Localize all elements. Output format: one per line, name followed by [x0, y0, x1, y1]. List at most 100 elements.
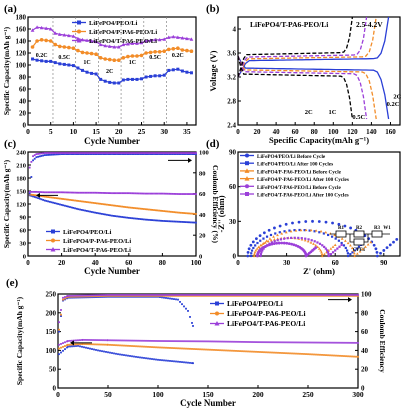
panel-c-capacity-point [37, 197, 39, 200]
panel-d-impedance-point [337, 239, 340, 242]
panel-c-capacity-point [107, 214, 110, 216]
panel-e-efficiency-point [345, 294, 347, 297]
panel-e-efficiency-point [327, 294, 329, 297]
panel-e-capacity-point [119, 353, 121, 356]
panel-e-capacity-point [255, 350, 257, 353]
panel-e-capacity-point [181, 340, 183, 343]
panel-e-capacity-point [102, 339, 104, 342]
panel-e-efficiency-point [217, 294, 219, 296]
panel-d-impedance-point [364, 245, 367, 248]
panel-c-capacity-point [111, 214, 113, 217]
panel-d-impedance-point [329, 247, 333, 250]
panel-e-right-ytick-label: 100 [361, 291, 372, 299]
panel-c-efficiency-point [85, 153, 88, 155]
panel-e-efficiency-point [209, 294, 211, 297]
panel-d-impedance-point [355, 247, 358, 250]
panel-e-capacity-point [187, 340, 189, 343]
panel-c-capacity-point [141, 192, 144, 195]
panel-e-capacity-point [235, 350, 237, 352]
panel-e-efficiency-point [271, 294, 273, 296]
panel-a-ytick-label: 80 [19, 74, 27, 82]
panel-e-capacity-point [135, 355, 137, 358]
panel-c-efficiency-point [90, 153, 93, 155]
panel-c-capacity-point [32, 190, 34, 193]
panel-e-efficiency-point [66, 295, 68, 298]
panel-c-capacity-point [186, 193, 189, 195]
panel-e-efficiency-point [321, 294, 323, 296]
panel-e-efficiency-point [101, 294, 103, 296]
panel-e-capacity-point [211, 348, 213, 351]
panel-e-efficiency-point [139, 294, 141, 297]
panel-e-efficiency-point [347, 294, 349, 296]
panel-e-efficiency-point [83, 296, 85, 299]
panel-d-legend-swatch-marker [245, 161, 249, 166]
panel-d-impedance-point [283, 230, 286, 233]
panel-c-efficiency-point [191, 153, 194, 155]
panel-e-efficiency-point [105, 294, 107, 296]
panel-b-charge-curve [237, 16, 354, 78]
panel-e-efficiency-point [62, 299, 64, 302]
panel-e-right-ytick-label: 20 [361, 366, 369, 374]
panel-e-capacity-point [100, 343, 102, 346]
panel-c-capacity-point [60, 197, 63, 200]
panel-d-legend-swatch-marker [244, 168, 250, 173]
panel-e-efficiency-point [147, 295, 149, 298]
panel-e-efficiency-point [81, 296, 83, 299]
panel-c-capacity-point [161, 192, 164, 195]
panel-c-capacity-point [148, 192, 150, 195]
panel-c-capacity-point [35, 196, 38, 199]
panel-e-capacity-point [201, 348, 203, 351]
panel-e-capacity-point [157, 358, 159, 361]
panel-d-impedance-point [343, 239, 347, 242]
panel-c-efficiency-point [190, 152, 192, 154]
panel-d-impedance-point [259, 252, 262, 256]
panel-e-efficiency-point [67, 294, 69, 297]
panel-c-capacity-point [163, 210, 165, 213]
panel-e-xtick-label: 200 [252, 390, 264, 399]
panel-c-capacity-point [40, 198, 43, 201]
panel-c-efficiency-point [129, 153, 132, 155]
panel-e-capacity-point [335, 354, 337, 357]
panel-e-efficiency-point [169, 297, 171, 300]
panel-c-efficiency-point [40, 152, 43, 155]
panel-e-efficiency-point [161, 294, 163, 297]
panel-e-capacity-point [123, 344, 125, 347]
panel-d-impedance-point [304, 220, 308, 223]
panel-e-efficiency-point [279, 294, 281, 297]
panel-e-capacity-point [179, 360, 181, 363]
panel-c-efficiency-point [168, 153, 171, 155]
panel-c-capacity-point [158, 192, 160, 195]
panel-e-capacity-point [147, 357, 149, 360]
panel-c-efficiency-point [104, 152, 107, 154]
panel-c-capacity-point [30, 190, 33, 193]
panel-e-capacity-point [267, 341, 269, 344]
panel-d-legend-entry: LiFePO4/PEO/Li Before Cycle [257, 154, 326, 160]
panel-e-efficiency-point [307, 294, 309, 296]
panel-e-efficiency-point [321, 294, 323, 297]
panel-e-capacity-point [285, 352, 287, 355]
panel-e-capacity-point [67, 345, 69, 348]
panel-e-capacity-point [147, 345, 149, 348]
panel-e-efficiency-point [357, 294, 359, 296]
panel-d-impedance-point [276, 233, 279, 237]
panel-e-efficiency-point [77, 295, 79, 298]
panel-e-capacity-point [227, 340, 229, 343]
panel-c-capacity-point [75, 207, 78, 210]
panel-a-point [149, 74, 153, 78]
panel-e-efficiency-point [353, 294, 355, 297]
panel-e-efficiency-point [261, 294, 263, 297]
panel-a-point [176, 46, 180, 50]
panel-c-efficiency-point [114, 152, 117, 154]
panel-c-capacity-point [129, 217, 132, 219]
panel-e-efficiency-point [83, 294, 85, 297]
panel-d-impedance-point [316, 241, 319, 244]
panel-c-efficiency-point [188, 153, 191, 155]
panel-e-xtick-label: 150 [202, 390, 214, 399]
panel-c-efficiency-point [109, 153, 112, 155]
panel-e-capacity-point [275, 341, 277, 344]
panel-c-capacity-point [75, 199, 78, 202]
panel-c-capacity-point [47, 191, 50, 194]
panel-c-efficiency-point [112, 153, 115, 155]
panel-e-efficiency-point [263, 294, 265, 296]
panel-d-impedance-point [319, 229, 323, 233]
